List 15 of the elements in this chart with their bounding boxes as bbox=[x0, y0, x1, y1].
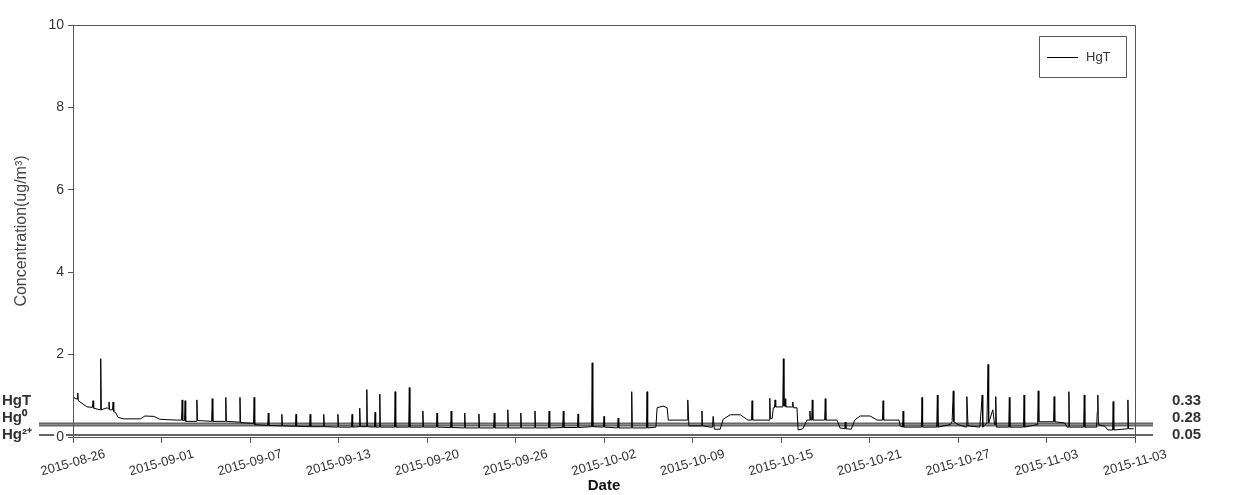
y-tick-label: 10 bbox=[48, 15, 65, 32]
ref-line-label: Hg²⁺ bbox=[2, 425, 32, 443]
x-axis-title: Date bbox=[587, 476, 621, 494]
y-tick-label: 8 bbox=[56, 98, 65, 115]
ref-line-label: Hg⁰ bbox=[2, 408, 28, 426]
y-tick-label: 4 bbox=[56, 263, 65, 280]
y-tick-label: 2 bbox=[56, 345, 65, 362]
text: 0.28 bbox=[1172, 408, 1202, 426]
y-axis-title: Concentration(ug/m³) bbox=[12, 155, 30, 307]
ref-line-label: HgT bbox=[2, 391, 32, 409]
legend-label: HgT bbox=[1086, 49, 1111, 65]
text: 0.33 bbox=[1172, 391, 1202, 409]
text: 0.05 bbox=[1172, 425, 1202, 443]
y-tick-label: 6 bbox=[56, 180, 65, 197]
y-tick-label: 0 bbox=[56, 427, 65, 444]
